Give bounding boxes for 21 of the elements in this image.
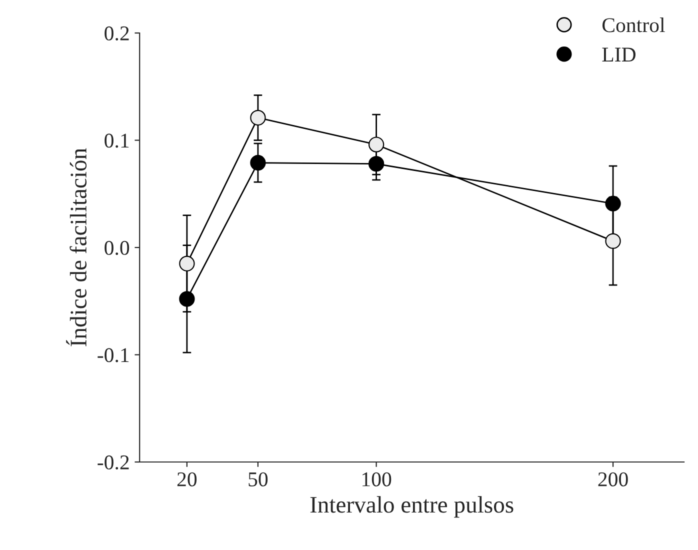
- point: [605, 196, 621, 212]
- point: [368, 156, 384, 172]
- x-tick-label: 50: [248, 472, 268, 486]
- y-tick-label: -0.2: [98, 455, 129, 470]
- y-tick-label: 0.1: [104, 134, 129, 148]
- x-axis-title: Intervalo entre pulsos: [310, 496, 514, 518]
- point: [179, 291, 195, 307]
- x-tick-label: 100: [362, 472, 392, 486]
- y-tick-label: -0.1: [98, 348, 129, 362]
- x-tick-label: 200: [598, 472, 628, 486]
- point: [250, 154, 266, 171]
- x-tick-label: 20: [177, 472, 197, 486]
- legend-label: LID: [602, 48, 636, 62]
- point: [368, 136, 384, 152]
- y-tick-label: 0.2: [104, 26, 129, 41]
- point: [179, 256, 195, 272]
- y-tick-label: 0.0: [104, 240, 130, 256]
- point: [605, 233, 621, 249]
- point: [250, 110, 266, 126]
- y-axis-title: Índice de facilitación: [66, 148, 87, 346]
- legend-label: Control: [602, 18, 665, 32]
